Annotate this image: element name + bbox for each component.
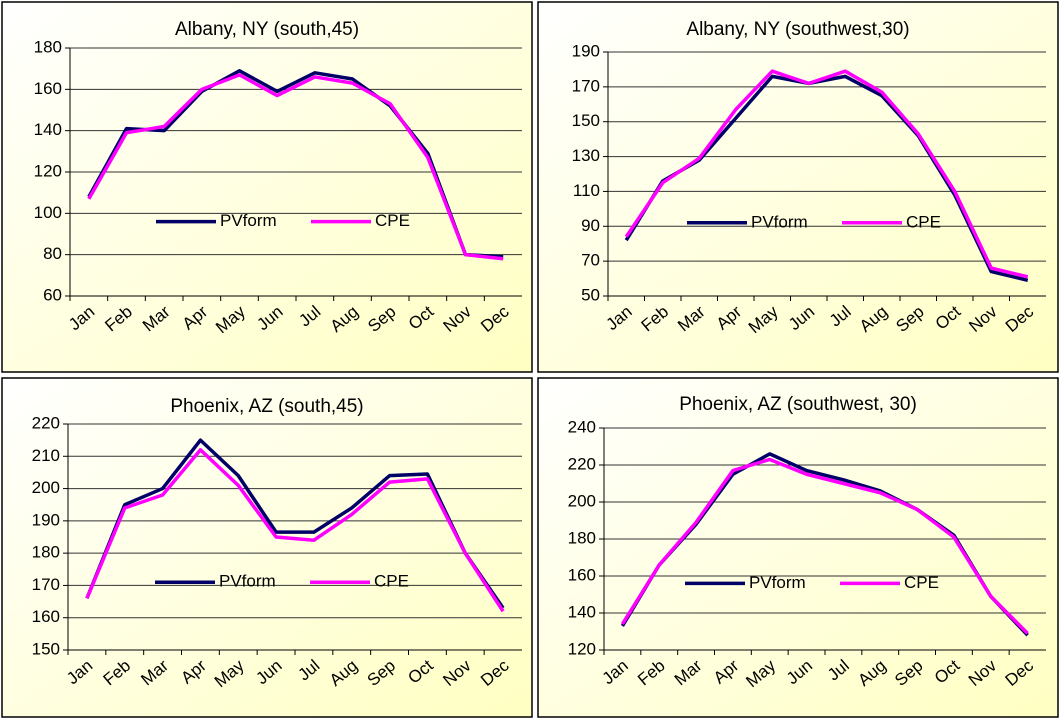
- y-tick-label: 60: [43, 285, 62, 304]
- y-tick-label: 50: [581, 285, 600, 304]
- chart-title: Phoenix, AZ (southwest, 30): [679, 394, 917, 415]
- y-tick-label: 170: [572, 76, 600, 95]
- y-tick-label: 180: [34, 37, 62, 56]
- y-tick-label: 220: [568, 454, 596, 473]
- panel: [1, 377, 533, 718]
- legend-label: PVform: [219, 572, 276, 591]
- y-tick-label: 80: [43, 244, 62, 263]
- y-tick-label: 180: [568, 528, 596, 547]
- line-series: [87, 73, 504, 261]
- legend-label: PVform: [220, 211, 277, 230]
- line-series: [620, 457, 1029, 635]
- panel: [1, 1, 533, 373]
- y-tick-label: 170: [32, 575, 60, 594]
- chart-title: Albany, NY (southwest,30): [686, 19, 909, 40]
- y-tick-label: 180: [32, 543, 60, 562]
- y-tick-label: 150: [572, 111, 600, 130]
- y-tick-label: 200: [568, 491, 596, 510]
- y-tick-label: 210: [32, 446, 60, 465]
- panel: [537, 1, 1059, 373]
- line-series: [624, 69, 1029, 279]
- legend-label: PVform: [751, 212, 808, 231]
- y-tick-label: 140: [34, 120, 62, 139]
- y-tick-label: 140: [568, 602, 596, 621]
- y-tick-label: 120: [568, 639, 596, 658]
- legend-label: PVform: [749, 573, 806, 592]
- y-tick-label: 70: [581, 251, 600, 270]
- y-tick-label: 150: [32, 639, 60, 658]
- line-series: [85, 448, 505, 613]
- legend-label: CPE: [374, 572, 409, 591]
- y-tick-label: 160: [568, 565, 596, 584]
- y-tick-label: 100: [34, 203, 62, 222]
- y-tick-label: 110: [573, 181, 600, 200]
- y-tick-label: 160: [34, 79, 62, 98]
- chart-title: Albany, NY (south,45): [175, 19, 359, 40]
- y-tick-label: 240: [568, 417, 596, 436]
- legend-label: CPE: [906, 212, 941, 231]
- y-tick-label: 130: [572, 146, 600, 165]
- y-tick-label: 120: [34, 161, 62, 180]
- chart-title: Phoenix, AZ (south,45): [170, 396, 363, 417]
- y-tick-label: 190: [572, 41, 600, 60]
- y-tick-label: 160: [32, 607, 60, 626]
- legend-label: CPE: [375, 211, 410, 230]
- y-tick-label: 200: [32, 478, 60, 497]
- y-tick-label: 220: [32, 413, 60, 432]
- line-series: [85, 438, 505, 610]
- y-tick-label: 190: [32, 510, 60, 529]
- panel: [537, 377, 1059, 718]
- legend-label: CPE: [904, 573, 939, 592]
- y-tick-label: 90: [581, 216, 600, 235]
